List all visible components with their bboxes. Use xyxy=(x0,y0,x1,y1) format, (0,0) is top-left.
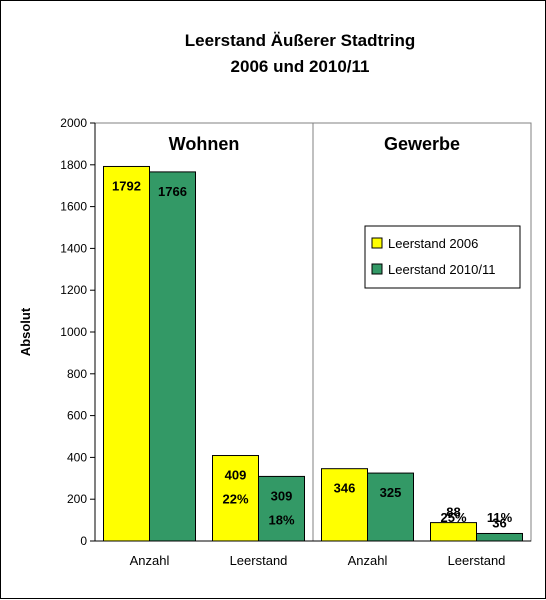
y-tick-label: 600 xyxy=(67,409,87,423)
data-label-percent: 25% xyxy=(440,510,466,525)
bar-2010-11 xyxy=(367,472,414,542)
bar-2006 xyxy=(212,455,259,542)
data-label-value: 409 xyxy=(225,468,247,483)
section-label-gewerbe: Gewerbe xyxy=(384,134,460,154)
y-axis-label: Absolut xyxy=(18,307,33,356)
data-label-percent: 22% xyxy=(222,492,248,507)
x-category-label: Anzahl xyxy=(130,553,170,568)
x-category-labels: Anzahl Leerstand Anzahl Leerstand xyxy=(130,553,506,568)
data-label-value: 1766 xyxy=(158,184,187,199)
y-tick-label: 800 xyxy=(67,367,87,381)
y-tick-label: 200 xyxy=(67,492,87,506)
y-tick-label: 1000 xyxy=(60,325,87,339)
y-tick-label: 1200 xyxy=(60,283,87,297)
data-label-percent: 11% xyxy=(487,510,513,525)
data-label-value: 346 xyxy=(334,481,356,496)
x-category-label: Leerstand xyxy=(448,553,506,568)
data-label-value: 1792 xyxy=(112,178,141,193)
data-label-value: 309 xyxy=(271,488,293,503)
section-label-wohnen: Wohnen xyxy=(169,134,240,154)
legend: Leerstand 2006 Leerstand 2010/11 xyxy=(364,225,521,289)
y-tick-label: 1400 xyxy=(60,241,87,255)
bar-2010-11 xyxy=(476,532,523,542)
y-tick-label: 1800 xyxy=(60,158,87,172)
bar-2006 xyxy=(430,522,477,542)
y-ticks: 0 200 400 600 800 1000 1200 1400 1600 1800 2000 xyxy=(60,116,95,548)
data-label-value: 325 xyxy=(380,485,402,500)
y-tick-label: 2000 xyxy=(60,116,87,130)
chart-title-line-2: 2006 und 2010/11 xyxy=(231,57,370,76)
bar-2006 xyxy=(321,468,368,542)
legend-label: Leerstand 2006 xyxy=(388,236,478,251)
bars xyxy=(103,165,523,542)
bar-2006 xyxy=(103,165,150,542)
y-tick-label: 1600 xyxy=(60,200,87,214)
legend-label: Leerstand 2010/11 xyxy=(388,262,495,277)
x-category-label: Leerstand xyxy=(230,553,288,568)
legend-swatch xyxy=(371,263,383,275)
data-label-percent: 18% xyxy=(268,512,294,527)
chart-title-line-1: Leerstand Äußerer Stadtring xyxy=(185,31,416,50)
y-tick-label: 0 xyxy=(80,534,87,548)
data-label-value: 88 xyxy=(446,505,460,520)
y-tick-label: 400 xyxy=(67,450,87,464)
bar-2010-11 xyxy=(149,171,196,542)
data-label-value: 36 xyxy=(492,515,506,530)
legend-swatch xyxy=(371,237,383,249)
x-category-label: Anzahl xyxy=(348,553,388,568)
bar-2010-11 xyxy=(258,475,305,542)
legend-box xyxy=(364,225,521,289)
